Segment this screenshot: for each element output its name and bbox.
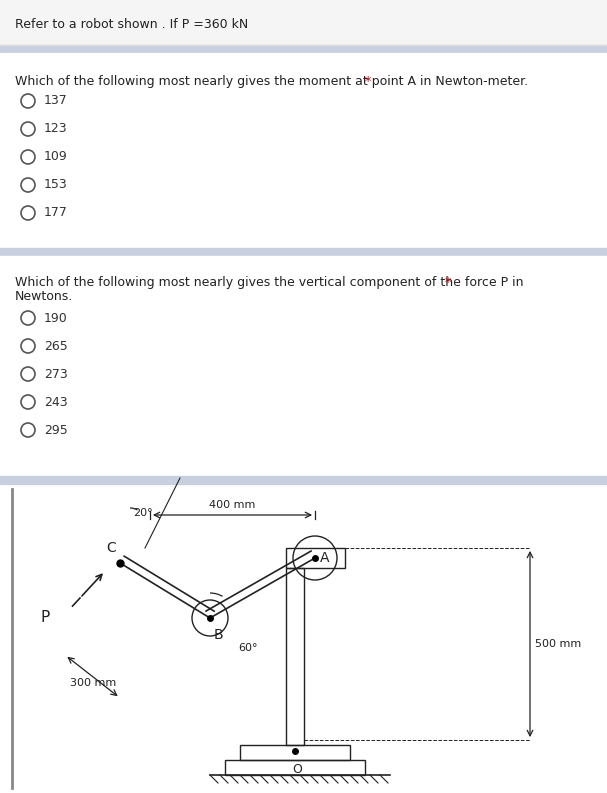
Bar bbox=[0, 0, 607, 45]
Text: *: * bbox=[365, 75, 371, 88]
Bar bbox=[0, 256, 607, 476]
Text: O: O bbox=[292, 763, 302, 776]
Text: 123: 123 bbox=[44, 122, 67, 136]
Text: 400 mm: 400 mm bbox=[209, 500, 255, 510]
Text: 300 mm: 300 mm bbox=[70, 678, 117, 688]
Bar bbox=[0, 476, 607, 484]
Text: 109: 109 bbox=[44, 151, 68, 163]
Text: C: C bbox=[106, 541, 116, 555]
Bar bbox=[286, 548, 345, 568]
Text: 295: 295 bbox=[44, 423, 68, 436]
Bar bbox=[0, 53, 607, 248]
Bar bbox=[286, 568, 304, 745]
Text: Newtons.: Newtons. bbox=[15, 290, 73, 303]
Text: 243: 243 bbox=[44, 396, 67, 408]
Text: 60°: 60° bbox=[238, 643, 257, 653]
Text: 153: 153 bbox=[44, 178, 68, 191]
Text: *: * bbox=[445, 276, 451, 289]
Text: 265: 265 bbox=[44, 339, 68, 353]
Bar bbox=[225, 760, 365, 775]
Text: 137: 137 bbox=[44, 94, 68, 108]
Text: Which of the following most nearly gives the moment at point A in Newton-meter.: Which of the following most nearly gives… bbox=[15, 75, 528, 88]
Bar bbox=[210, 765, 390, 775]
Text: 500 mm: 500 mm bbox=[535, 639, 582, 649]
Text: 273: 273 bbox=[44, 367, 68, 381]
Text: 177: 177 bbox=[44, 206, 68, 220]
Text: Refer to a robot shown . If P =360 kN: Refer to a robot shown . If P =360 kN bbox=[15, 18, 248, 32]
Bar bbox=[0, 248, 607, 256]
Text: P: P bbox=[41, 611, 50, 626]
Bar bbox=[240, 745, 350, 760]
Text: Which of the following most nearly gives the vertical component of the force P i: Which of the following most nearly gives… bbox=[15, 276, 527, 289]
Text: 20°: 20° bbox=[133, 508, 152, 518]
Text: 190: 190 bbox=[44, 312, 68, 324]
Bar bbox=[0, 45, 607, 53]
Text: A: A bbox=[320, 551, 330, 565]
Text: B: B bbox=[214, 628, 223, 642]
